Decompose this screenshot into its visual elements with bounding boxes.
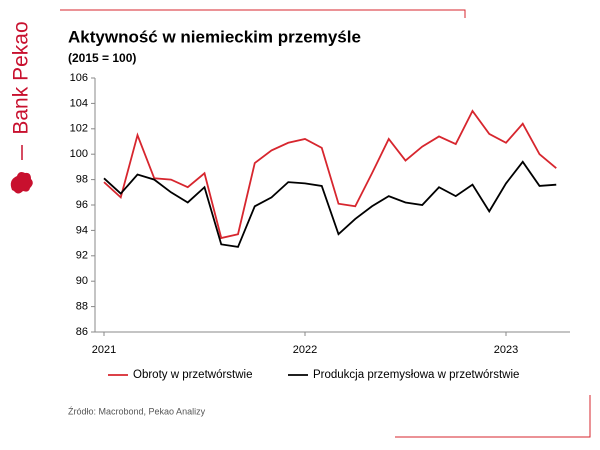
y-tick-label: 86 — [76, 326, 88, 338]
y-tick-label: 92 — [76, 250, 88, 262]
x-tick-label: 2022 — [293, 344, 317, 356]
y-tick-label: 94 — [76, 224, 88, 236]
logo-icon — [10, 172, 33, 194]
y-tick-label: 90 — [76, 275, 88, 287]
x-tick-label: 2023 — [494, 344, 518, 356]
decor-top — [60, 9, 466, 18]
legend-label: Obroty w przetwórstwie — [133, 369, 253, 381]
series-line — [103, 109, 557, 240]
brand-logo: Bank Pekao — [10, 21, 33, 134]
source-note: Źródło: Macrobond, Pekao Analizy — [68, 406, 206, 416]
x-tick-label: 2021 — [92, 344, 116, 356]
decor-bottom — [395, 395, 591, 438]
y-tick-label: 98 — [76, 174, 88, 186]
y-tick-label: 88 — [76, 301, 88, 313]
y-tick-label: 104 — [70, 97, 88, 109]
y-tick-label: 96 — [76, 199, 88, 211]
y-tick-label: 100 — [70, 148, 88, 160]
series-line — [103, 160, 557, 248]
y-tick-label: 106 — [70, 72, 88, 84]
chart-title: Aktywność w niemieckim przemyśle — [68, 27, 361, 46]
y-tick-label: 102 — [70, 123, 88, 135]
legend-label: Produkcja przemysłowa w przetwórstwie — [313, 369, 519, 381]
chart-subtitle: (2015 = 100) — [68, 51, 136, 65]
